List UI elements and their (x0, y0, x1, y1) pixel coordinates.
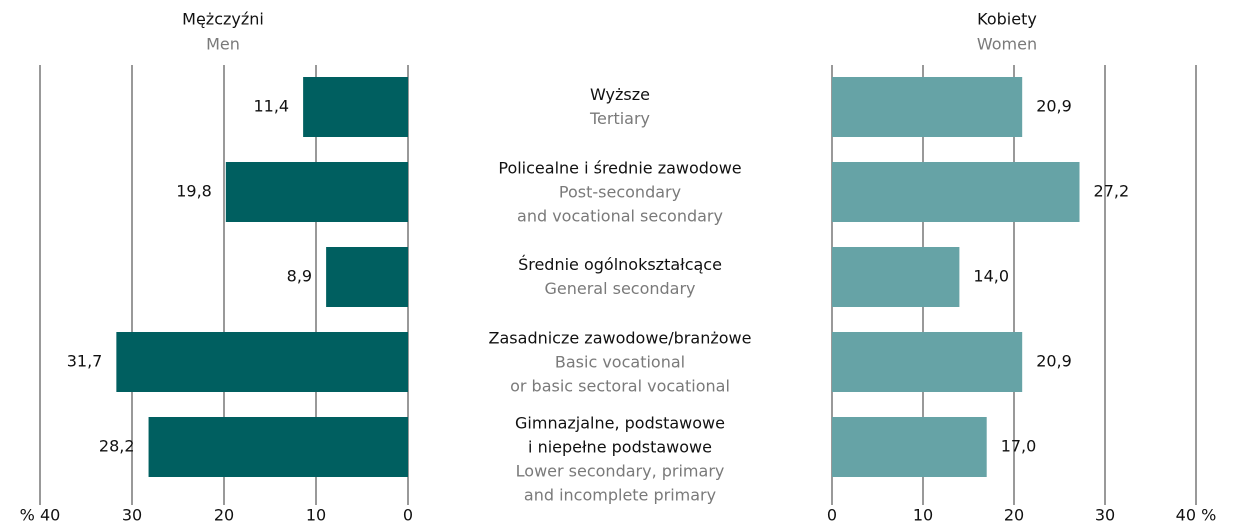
category-label-en: General secondary (544, 279, 695, 298)
value-label: 19,8 (176, 182, 212, 201)
category-label-en: and incomplete primary (524, 486, 716, 505)
bar (832, 247, 960, 307)
value-label: 20,9 (1036, 97, 1072, 116)
value-label: 31,7 (67, 352, 103, 371)
bar (832, 332, 1023, 392)
value-label: 17,0 (1001, 437, 1037, 456)
category-label-en: Tertiary (589, 109, 650, 128)
bar (116, 332, 409, 392)
bar (225, 162, 408, 222)
value-label: 28,2 (99, 437, 135, 456)
x-tick-label: 20 (214, 506, 234, 523)
value-label: 20,9 (1036, 352, 1072, 371)
category-label-en: Basic vocational (555, 353, 685, 372)
bar (326, 247, 408, 307)
series-name-en: Men (206, 35, 240, 54)
category-label-en: Post-secondary (559, 183, 681, 202)
value-label: 14,0 (973, 267, 1009, 286)
category-label: Średnie ogólnokształcące (518, 255, 722, 274)
category-label-en: or basic sectoral vocational (510, 377, 730, 396)
category-label: Zasadnicze zawodowe/branżowe (489, 329, 752, 348)
value-label: 8,9 (287, 267, 312, 286)
value-label: 11,4 (253, 97, 289, 116)
bar (303, 77, 408, 137)
series-name: Kobiety (977, 10, 1037, 29)
x-tick-label: 40 % (1176, 506, 1217, 523)
category-label: Policealne i średnie zawodowe (498, 159, 741, 178)
x-tick-label: 10 (306, 506, 326, 523)
value-label: 27,2 (1094, 182, 1130, 201)
series-name-en: Women (977, 35, 1037, 54)
category-label-en: and vocational secondary (517, 207, 723, 226)
bar (832, 77, 1023, 137)
bar (148, 417, 408, 477)
category-label: Gimnazjalne, podstawowe (515, 414, 725, 433)
x-tick-label: 30 (1095, 506, 1115, 523)
x-tick-label: 0 (827, 506, 837, 523)
x-tick-label: 30 (122, 506, 142, 523)
x-tick-label: 20 (1004, 506, 1024, 523)
bar (832, 417, 987, 477)
x-tick-label: 10 (913, 506, 933, 523)
category-label: i niepełne podstawowe (528, 438, 712, 457)
series-name: Mężczyźni (182, 10, 264, 29)
category-label: Wyższe (590, 85, 650, 104)
x-tick-label: 0 (403, 506, 413, 523)
x-tick-label: % 40 (20, 506, 61, 523)
bar (832, 162, 1080, 222)
category-label-en: Lower secondary, primary (516, 462, 725, 481)
